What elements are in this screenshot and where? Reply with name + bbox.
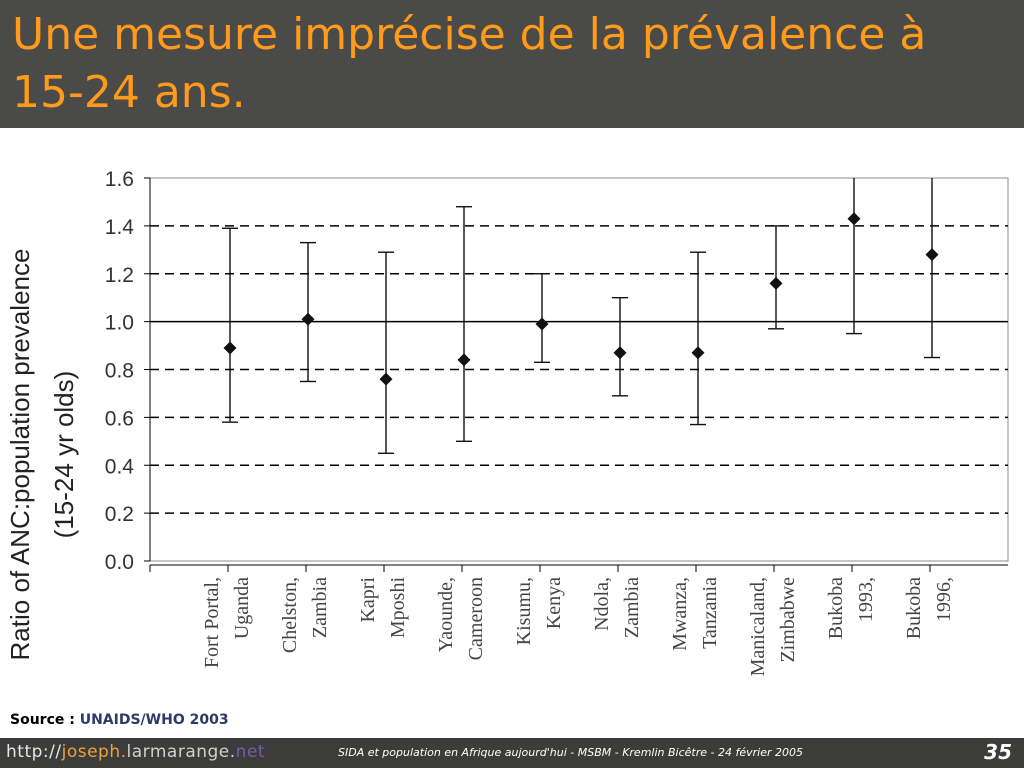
y-tick-label: 0.6: [105, 407, 134, 430]
data-point: [379, 372, 393, 386]
category-label: Zambia: [621, 577, 643, 638]
category-label: Fort Portal,: [201, 577, 223, 668]
data-point: [457, 353, 471, 367]
category-label: Zambia: [309, 577, 331, 638]
y-tick-label: 1.2: [105, 264, 134, 287]
footer-url-name: joseph.: [61, 742, 127, 762]
y-tick-label: 0.4: [105, 455, 135, 478]
category-label: Kisumu,: [513, 577, 535, 645]
data-point: [925, 248, 939, 262]
footer-url-scheme: http://: [6, 742, 62, 762]
category-label: Kenya: [543, 577, 565, 629]
category-label: Manicaland,: [747, 577, 769, 676]
category-label: Mposhi: [387, 577, 409, 639]
y-tick-label: 1.4: [105, 216, 135, 239]
category-label: Zimbabwe: [777, 577, 799, 663]
y-tick-label: 0.0: [105, 551, 134, 574]
category-label: 1996,: [933, 577, 955, 622]
footer-url-tld: net: [235, 742, 266, 762]
footer-url: http://joseph.larmarange.net: [6, 742, 265, 762]
source-value: UNAIDS/WHO 2003: [79, 712, 229, 728]
data-point: [535, 317, 549, 331]
footer-url-domain: larmarange.: [126, 742, 236, 762]
y-axis-title-line1: Ratio of ANC:population prevalence: [5, 249, 35, 661]
category-label: Bukoba: [825, 577, 847, 639]
slide-number: 35: [984, 740, 1012, 764]
y-axis-title-line2: (15-24 yr olds): [49, 371, 79, 539]
source-note: Source : UNAIDS/WHO 2003: [10, 712, 229, 728]
y-tick-label: 1.6: [105, 168, 134, 191]
category-label: Yaounde,: [435, 577, 457, 652]
source-label: Source :: [10, 712, 80, 728]
error-bar-chart: 0.0 0.2 0.4 0.6 0.8 1.0 1.2 1.4 1.6 Ratio of ANC:…: [5, 168, 1009, 676]
title-bar: Une mesure imprécise de la prévalence à …: [0, 0, 1024, 128]
category-label: Ndola,: [591, 577, 613, 631]
slide-title: Une mesure imprécise de la prévalence à …: [12, 9, 927, 118]
footer-bar: http://joseph.larmarange.net SIDA et pop…: [0, 738, 1024, 768]
footer-text: SIDA et population en Afrique aujourd'hu…: [338, 746, 803, 759]
category-label: Mwanza,: [669, 577, 691, 651]
category-label: 1993,: [855, 577, 877, 622]
category-label: Bukoba: [903, 577, 925, 639]
data-point: [613, 346, 627, 360]
data-point: [847, 212, 861, 226]
y-tick-label: 1.0: [105, 312, 134, 335]
category-label: Kapri: [357, 577, 379, 623]
category-label: Tanzania: [699, 577, 721, 649]
data-point: [223, 341, 237, 355]
y-tick-label: 0.8: [105, 360, 134, 383]
data-point: [769, 276, 783, 290]
y-tick-label: 0.2: [105, 503, 134, 526]
category-label: Cameroon: [465, 577, 487, 660]
category-label: Uganda: [231, 577, 253, 639]
data-point: [691, 346, 705, 360]
category-label: Chelston,: [279, 577, 301, 653]
data-point: [301, 312, 315, 326]
